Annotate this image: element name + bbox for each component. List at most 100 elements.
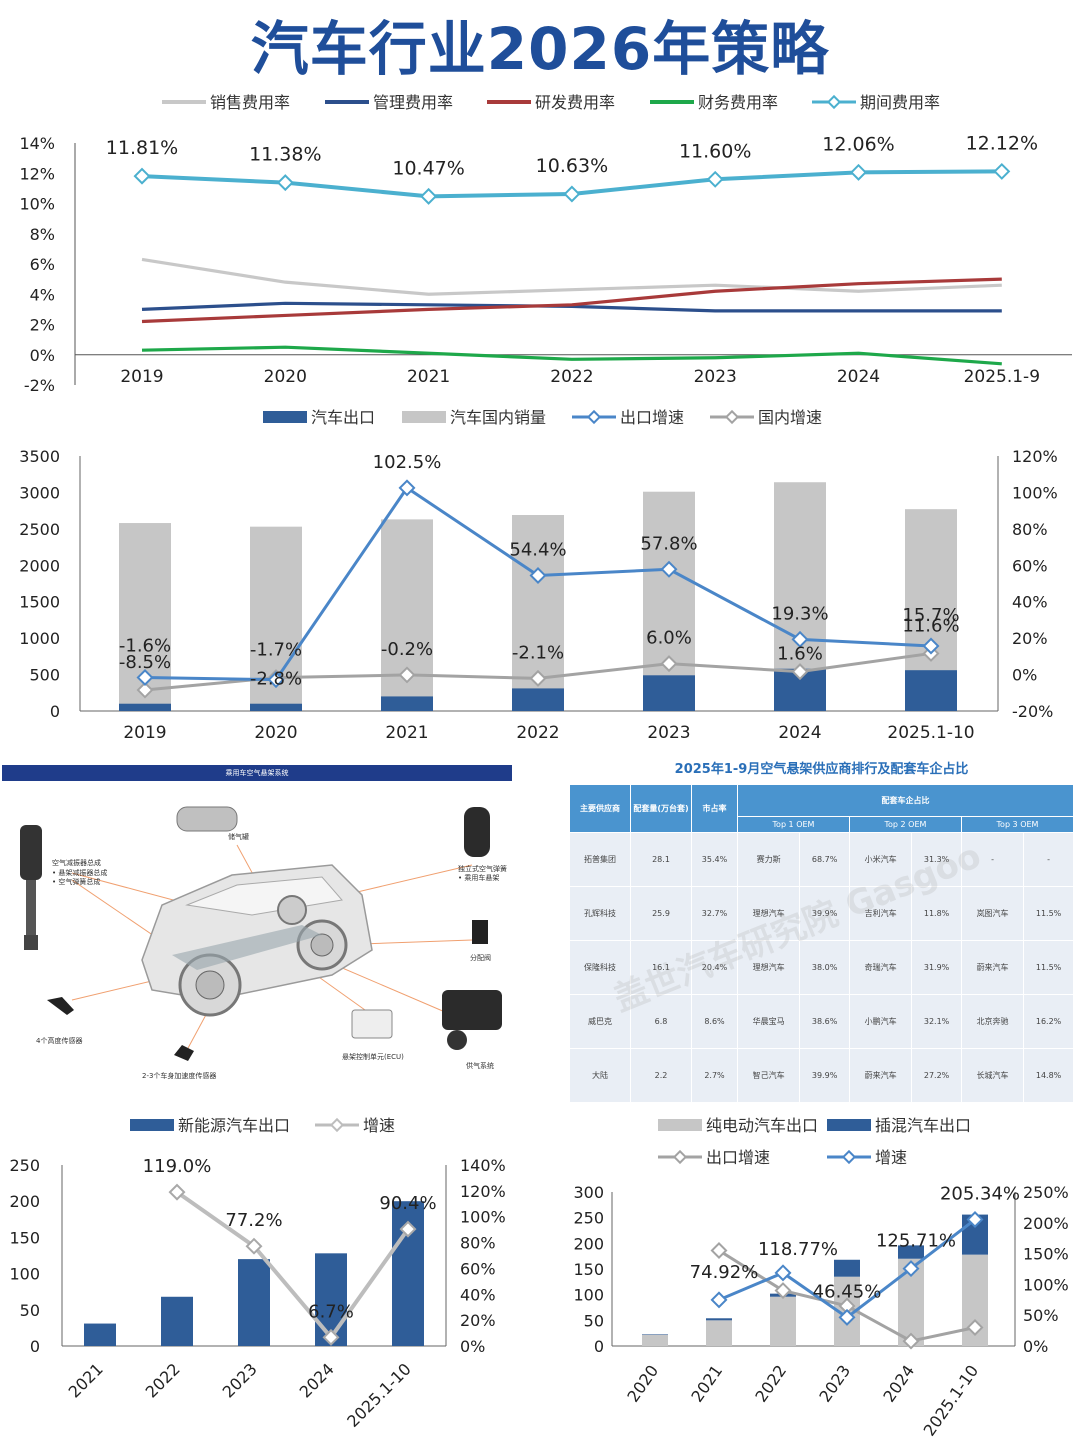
table-cell: 39.9%: [799, 886, 850, 941]
diagram-label-air-tank: 储气罐: [228, 833, 249, 841]
x-tick-label: 2025.1-10: [887, 723, 974, 743]
table-cell: 小米汽车: [848, 832, 913, 887]
data-label-export-growth: 15.7%: [902, 605, 959, 626]
legend-swatch: [827, 1119, 871, 1131]
data-point: [529, 567, 547, 584]
y2-tick-label: 100%: [1023, 1275, 1069, 1294]
y2-tick-label: 120%: [460, 1182, 506, 1201]
bar-bev-export: [770, 1296, 796, 1346]
x-tick-label: 2020: [254, 723, 297, 743]
table-cell: 38.6%: [799, 994, 850, 1049]
data-point: [136, 681, 154, 699]
y-tick-label: 250: [573, 1209, 604, 1228]
y-tick-label: 14%: [19, 134, 55, 153]
air-tank-icon: [176, 806, 238, 832]
y-tick-label: 2%: [30, 316, 55, 335]
legend-label: 新能源汽车出口: [178, 1116, 290, 1135]
y-tick-label: 2500: [19, 520, 60, 539]
legend-label: 增速: [875, 1148, 907, 1167]
data-point: [710, 1291, 728, 1309]
data-label: 12.06%: [822, 133, 894, 155]
expense-ratio-chart: 销售费用率 管理费用率 研发费用率 财务费用率 期间费用率 14% 12% 10% 8% 6% 4%…: [19, 93, 1072, 395]
y-tick-label: 10%: [19, 195, 55, 214]
data-point: [399, 1220, 417, 1238]
legend-label: 研发费用率: [535, 93, 615, 112]
table-cell: 长城汽车: [960, 1048, 1025, 1103]
table-cell: 威巴克: [569, 994, 631, 1049]
data-label-growth: 205.34%: [940, 1184, 1020, 1205]
legend-label: 国内增速: [758, 408, 822, 427]
th-share: 市占率: [691, 784, 738, 833]
data-label-domestic-growth: 11.6%: [902, 615, 959, 636]
x-tick-label: 2020: [623, 1361, 662, 1405]
table-cell: 68.7%: [799, 832, 850, 887]
series-line-研发费用率: [141, 277, 1002, 324]
y-tick-label: 0: [50, 702, 60, 721]
legend-label: 管理费用率: [373, 93, 453, 112]
table-cell: 2.2: [630, 1048, 692, 1103]
table-cell: 16.2%: [1023, 994, 1074, 1049]
air-strut-icon: [20, 825, 42, 950]
table-cell: 20.4%: [691, 940, 738, 995]
table-row: 保隆科技 16.1 20.4% 理想汽车 38.0% 奇瑞汽车 31.9% 蔚来汽车 11.5%: [569, 940, 1074, 995]
diagram-label-independent-spring: 独立式空气弹簧: [458, 865, 507, 873]
y2-tick-label: 60%: [460, 1259, 496, 1278]
data-label-growth: 77.2%: [225, 1210, 282, 1231]
legend-marker: [329, 1117, 345, 1133]
data-point: [563, 185, 581, 203]
table-cell: 智己汽车: [736, 1048, 801, 1103]
table-cell: -: [1023, 832, 1074, 887]
legend-marker: [586, 409, 602, 425]
data-point: [838, 1297, 856, 1315]
data-label-domestic-growth: -1.7%: [250, 640, 302, 661]
data-label: 10.47%: [392, 157, 464, 179]
y-tick-label: 1000: [19, 629, 60, 648]
y2-tick-label: 0%: [1023, 1337, 1048, 1356]
bar-bev-export: [642, 1334, 668, 1346]
table-cell: 35.4%: [691, 832, 738, 887]
diagram-label-valve: 分配阀: [470, 954, 491, 962]
table-cell: 保隆科技: [569, 940, 631, 995]
y-tick-label: 500: [29, 666, 60, 685]
table-cell: 理想汽车: [736, 940, 801, 995]
table-cell: 38.0%: [799, 940, 850, 995]
bar-phev-export: [642, 1334, 668, 1335]
legend-marker: [672, 1149, 688, 1165]
y-tick-label: 200: [9, 1192, 40, 1211]
y-tick-label: 0%: [30, 346, 55, 365]
y2-tick-label: 100%: [1012, 483, 1058, 502]
table-cell: 27.2%: [911, 1048, 962, 1103]
data-label-export-growth: -2.8%: [250, 669, 302, 690]
data-point: [850, 163, 867, 181]
y2-tick-label: 100%: [460, 1208, 506, 1227]
y2-tick-label: 80%: [460, 1234, 496, 1253]
nev-export-chart: 新能源汽车出口 增速 250 200 150 100 50 0 140% 120% 100% 80% 6…: [9, 1116, 506, 1431]
y-tick-label: 0: [594, 1337, 604, 1356]
bar-phev-export: [898, 1245, 924, 1259]
table-cell: 华晨宝马: [736, 994, 801, 1049]
air-spring-icon: [464, 807, 490, 857]
series-line-growth: [175, 1190, 410, 1341]
table-cell: 岚图汽车: [960, 886, 1025, 941]
data-label-growth: 74.92%: [690, 1262, 759, 1283]
car-illustration: [141, 864, 373, 1017]
th-top3: Top 3 OEM: [960, 816, 1075, 833]
bar-export: [643, 675, 695, 711]
diagram-header: 乘用车空气悬架系统: [225, 769, 289, 777]
data-point: [966, 1319, 984, 1337]
bar-phev-export: [834, 1259, 860, 1277]
y-tick-label: 6%: [30, 255, 55, 274]
th-top2: Top 2 OEM: [848, 816, 962, 833]
x-tick-label: 2023: [219, 1359, 261, 1401]
data-label-domestic-growth: -8.5%: [119, 652, 171, 673]
supplier-table: 主要供应商 配套量(万台套) 市占率 配套车企占比 Top 1 OEM Top …: [569, 784, 1075, 1103]
x-tick-label: 2024: [296, 1359, 338, 1401]
air-suspension-car-diagram: [20, 806, 502, 1061]
valve-block-icon: [472, 920, 488, 944]
th-volume: 配套量(万台套): [630, 784, 692, 833]
bar-nev-export: [84, 1323, 116, 1346]
y2-tick-label: 140%: [460, 1156, 506, 1175]
table-cell: -: [960, 832, 1025, 887]
legend-label: 汽车国内销量: [450, 408, 546, 427]
data-label-export-growth: 19.3%: [771, 603, 828, 624]
